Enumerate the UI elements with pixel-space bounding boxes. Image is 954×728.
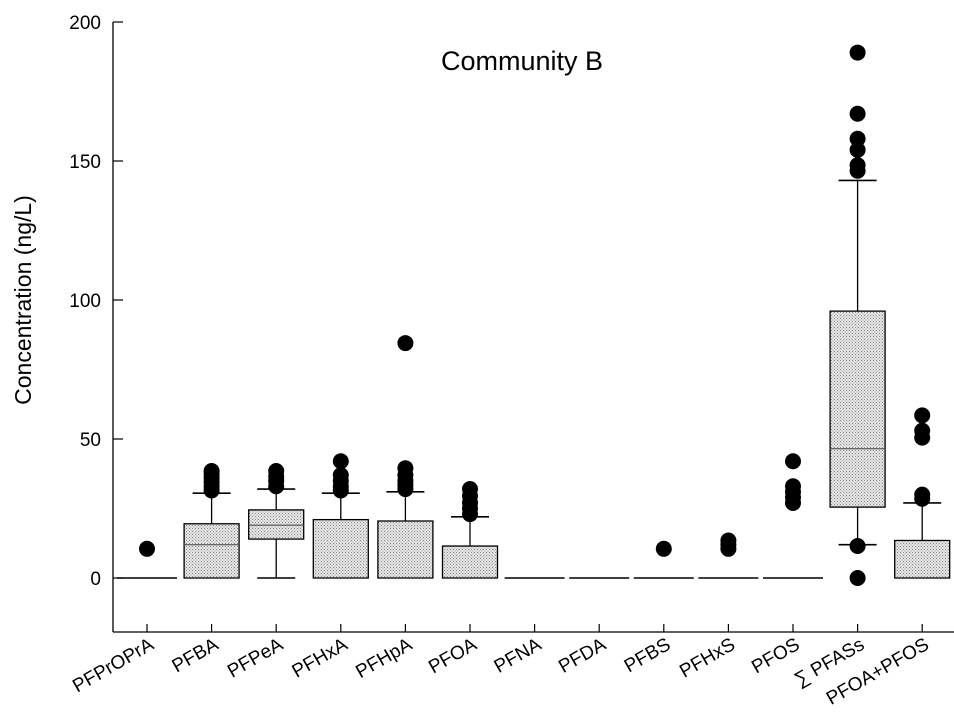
outlier-point [720, 532, 737, 549]
box-group [894, 502, 951, 579]
outlier-point [332, 453, 349, 470]
outlier-point [785, 478, 801, 495]
box-group [183, 492, 240, 579]
box [312, 518, 369, 579]
outlier-point [849, 157, 866, 174]
category-label: PFOA [425, 634, 481, 678]
y-tick-label: 0 [90, 569, 101, 590]
y-axis-label: Concentration (ng/L) [10, 195, 36, 405]
box [248, 509, 305, 540]
outlier-point [914, 486, 931, 503]
y-tick-label: 200 [69, 13, 101, 34]
y-tick-label: 150 [69, 152, 101, 173]
box [894, 539, 951, 579]
box [441, 545, 499, 579]
chart-title: Community B [441, 46, 603, 76]
box-group [248, 488, 305, 579]
outlier-point [914, 422, 931, 439]
box [829, 310, 886, 508]
outlier-point [203, 462, 220, 479]
x-ticks [146, 624, 923, 632]
box [183, 523, 240, 579]
category-label: PFHxS [676, 634, 739, 682]
outlier-point [849, 105, 866, 122]
outlier-point [849, 538, 866, 555]
box-group [312, 492, 369, 579]
outlier-point [332, 467, 349, 484]
y-tick-label: 100 [69, 291, 101, 312]
outlier-point [914, 407, 931, 424]
outlier-point [268, 462, 285, 479]
outlier-point [785, 453, 801, 470]
category-label: PFNA [491, 634, 546, 678]
outlier-point [849, 44, 866, 61]
outlier-point [397, 335, 414, 352]
outlier-point [849, 141, 866, 158]
outlier-point [655, 540, 672, 557]
category-label: PFHpA [352, 634, 416, 683]
y-ticks: 0 50 100 150 200 [69, 13, 123, 590]
y-tick-label: 50 [80, 430, 101, 451]
category-label: PFPrOPrA [69, 634, 157, 697]
category-label: PFBA [169, 634, 223, 677]
outlier-point [849, 130, 866, 147]
box-group [441, 516, 499, 579]
category-label: PFDA [555, 634, 610, 678]
outlier-point [462, 481, 478, 498]
category-label: PFPeA [224, 634, 287, 682]
category-label: PFHxA [289, 634, 352, 682]
box-group [829, 179, 886, 546]
box [377, 520, 434, 579]
outlier-point [397, 460, 414, 477]
category-label: PFBS [621, 634, 674, 677]
outlier-point [139, 540, 155, 557]
box-series [117, 179, 951, 579]
outlier-point [849, 570, 866, 586]
category-labels: PFPrOPrA PFBA PFPeA PFHxA PFHpA PFOA PFNA PFDA P… [69, 634, 932, 710]
outlier-points [139, 44, 931, 586]
box-group [377, 491, 434, 579]
